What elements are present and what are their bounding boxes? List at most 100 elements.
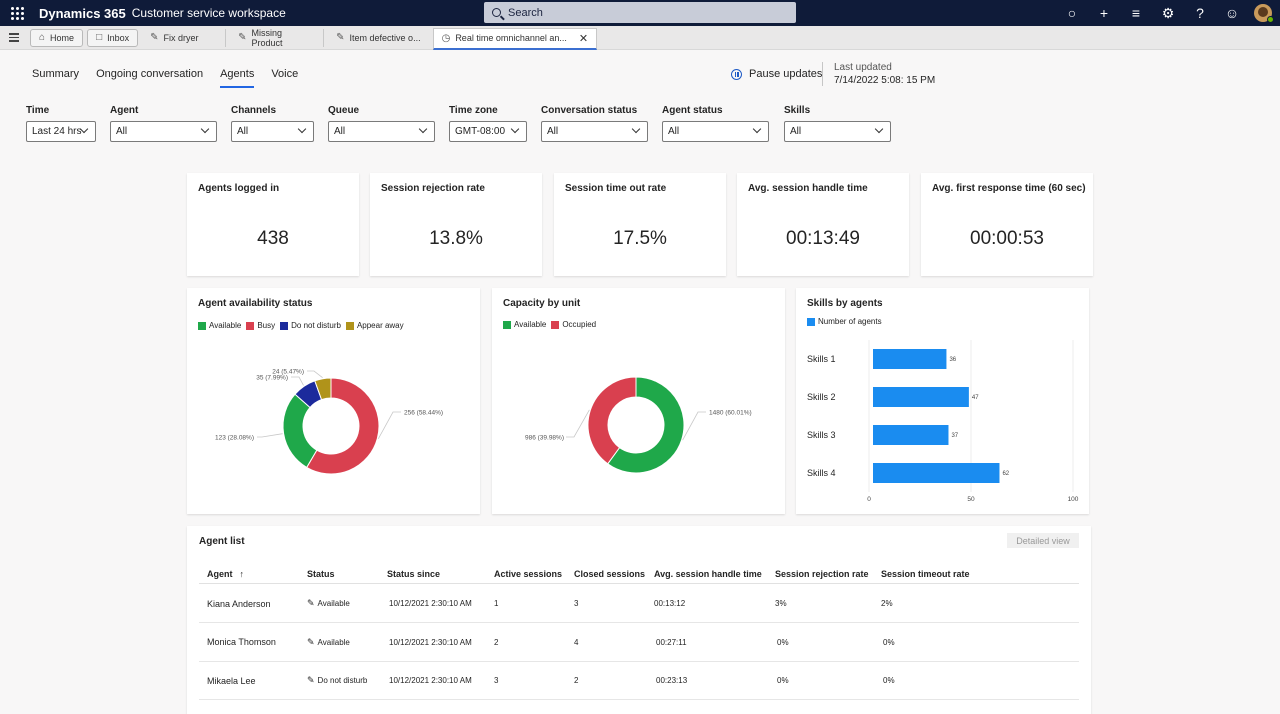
agent-name[interactable]: Monica Thomson	[207, 624, 276, 661]
legend-label: Occupied	[562, 320, 597, 329]
detailed-view-button[interactable]: Detailed view	[1007, 533, 1079, 548]
filter-agent: Agent All	[110, 105, 217, 142]
bar-skills-4[interactable]	[873, 463, 1000, 483]
pause-updates-button[interactable]: Pause updates	[731, 68, 822, 80]
kpi-title: Avg. session handle time	[748, 183, 868, 194]
time-zone-select[interactable]: GMT-08:00	[449, 121, 527, 142]
column-header-status-since[interactable]: Status since	[387, 568, 441, 579]
tab-agents[interactable]: Agents	[220, 68, 255, 88]
column-header-active-sessions[interactable]: Active sessions	[494, 568, 563, 579]
active-sessions-cell: 1	[494, 585, 498, 622]
legend-item: Available	[198, 321, 241, 330]
tab-fix-dryer[interactable]: ✎ Fix dryer	[142, 28, 227, 47]
tab-realtime-analytics[interactable]: ◷ Real time omnichannel an... ✕	[432, 27, 598, 50]
chart-title: Capacity by unit	[503, 298, 581, 309]
channels-select[interactable]: All	[231, 121, 314, 142]
pencil-icon: ✎	[150, 32, 159, 43]
category-label: Skills 4	[807, 468, 836, 478]
donut-slice-busy[interactable]	[306, 377, 380, 475]
filter-icon[interactable]: ≡	[1131, 5, 1141, 21]
status-cell: ✎ Available	[307, 624, 350, 661]
agent-select[interactable]: All	[110, 121, 217, 142]
menu-icon[interactable]	[9, 31, 19, 44]
leader-line	[377, 411, 401, 440]
smiley-icon[interactable]: ☺	[1224, 5, 1240, 21]
cell-text: Monica Thomson	[207, 637, 276, 647]
home-icon: ⌂	[39, 32, 46, 43]
select-value: All	[668, 126, 680, 137]
kpi-value: 438	[257, 228, 289, 249]
top-bar: Dynamics 365 Customer service workspace …	[0, 0, 1280, 26]
help-icon[interactable]: ?	[1196, 5, 1204, 21]
agent-status-select[interactable]: All	[662, 121, 769, 142]
skills-select[interactable]: All	[784, 121, 891, 142]
table-row[interactable]: Kiana Anderson ✎ Available 10/12/2021 2:30:…	[199, 585, 1079, 623]
gear-icon[interactable]: ⚙	[1161, 4, 1175, 21]
table-header: Agent ↑ Status Status since Active sessio…	[199, 564, 1079, 584]
bar-skills-1[interactable]	[873, 349, 947, 369]
app-launcher-icon[interactable]	[9, 5, 25, 21]
legend-swatch	[345, 321, 354, 330]
tab-voice[interactable]: Voice	[271, 68, 299, 80]
rejection-rate-cell: 3%	[775, 585, 787, 622]
category-label: Skills 1	[807, 354, 836, 364]
legend-label: Number of agents	[818, 317, 882, 326]
chevron-down-icon	[200, 124, 210, 134]
plus-icon[interactable]: +	[1099, 5, 1109, 21]
workspace-name: Customer service workspace	[131, 6, 286, 20]
cell-text: 3	[494, 676, 499, 685]
status-since-cell: 10/12/2021 2:30:10 AM	[389, 624, 472, 661]
tab-label: Missing Product	[251, 27, 283, 48]
tab-inbox[interactable]: □ Inbox	[87, 28, 139, 47]
table-row[interactable]: Mikaela Lee ✎ Do not disturb 10/12/2021 2:3…	[199, 662, 1079, 700]
skills-by-agents-chart: Skills by agents Number of agents 0 50 100…	[796, 288, 1089, 514]
cell-text: 0%	[883, 637, 895, 647]
tab-summary[interactable]: Summary	[32, 68, 80, 80]
tab-missing-product[interactable]: ✎ Missing Product	[230, 27, 325, 48]
kpi-avg-first-response-time: Avg. first response time (60 sec) 00:00:…	[921, 173, 1093, 276]
lightbulb-icon[interactable]: ○	[1067, 5, 1077, 21]
cell-text: Do not disturb	[317, 676, 368, 685]
tab-item-defective[interactable]: ✎ Item defective o...	[328, 29, 428, 47]
legend-swatch	[551, 320, 560, 329]
column-header-agent[interactable]: Agent ↑	[207, 564, 244, 583]
conversation-status-select[interactable]: All	[541, 121, 648, 142]
agent-name[interactable]: Mikaela Lee	[207, 662, 256, 699]
filter-time: Time Last 24 hrs	[26, 105, 96, 142]
donut-slice-occupied[interactable]	[587, 376, 637, 465]
column-header-avg-session-handle-time[interactable]: Avg. session handle time	[654, 568, 762, 579]
filter-agent-status: Agent status All	[662, 105, 769, 142]
chevron-down-icon	[874, 124, 884, 134]
table-row[interactable]: Monica Thomson ✎ Available 10/12/2021 2:30:…	[199, 624, 1079, 662]
donut-slice-appear-away[interactable]	[314, 377, 332, 401]
last-updated-value: 7/14/2022 5:08: 15 PM	[834, 75, 936, 86]
agent-name[interactable]: Kiana Anderson	[207, 585, 271, 622]
chevron-down-icon	[752, 124, 762, 134]
select-value: GMT-08:00	[455, 126, 506, 137]
data-label: 1480 (60.01%)	[709, 410, 752, 417]
tab-home[interactable]: ⌂ Home	[30, 28, 84, 47]
queue-select[interactable]: All	[328, 121, 435, 142]
timeout-rate-cell: 2%	[881, 585, 893, 622]
cell-text: Mikaela Lee	[207, 675, 256, 686]
bar-skills-2[interactable]	[873, 387, 969, 407]
search-box[interactable]: Search	[484, 2, 796, 23]
time-select[interactable]: Last 24 hrs	[26, 121, 96, 142]
legend-swatch	[246, 321, 255, 330]
select-value: All	[237, 126, 249, 137]
column-header-session-timeout-rate[interactable]: Session timeout rate	[881, 568, 970, 579]
column-header-session-rejection-rate[interactable]: Session rejection rate	[775, 568, 869, 579]
arrow-up-icon[interactable]: ↑	[239, 568, 245, 579]
column-label: Agent	[207, 568, 233, 579]
bar-skills-3[interactable]	[873, 425, 949, 445]
close-icon[interactable]: ✕	[578, 32, 589, 45]
brand-name[interactable]: Dynamics 365	[39, 5, 126, 21]
tab-ongoing-conversation[interactable]: Ongoing conversation	[96, 68, 204, 80]
column-header-status[interactable]: Status	[307, 568, 335, 579]
donut-slice-available[interactable]	[607, 376, 685, 474]
kpi-value: 13.8%	[429, 228, 483, 249]
column-header-closed-sessions[interactable]: Closed sessions	[574, 568, 646, 579]
status-cell: ✎ Available	[307, 585, 350, 622]
pencil-icon: ✎	[307, 675, 315, 685]
legend-swatch	[198, 321, 206, 330]
